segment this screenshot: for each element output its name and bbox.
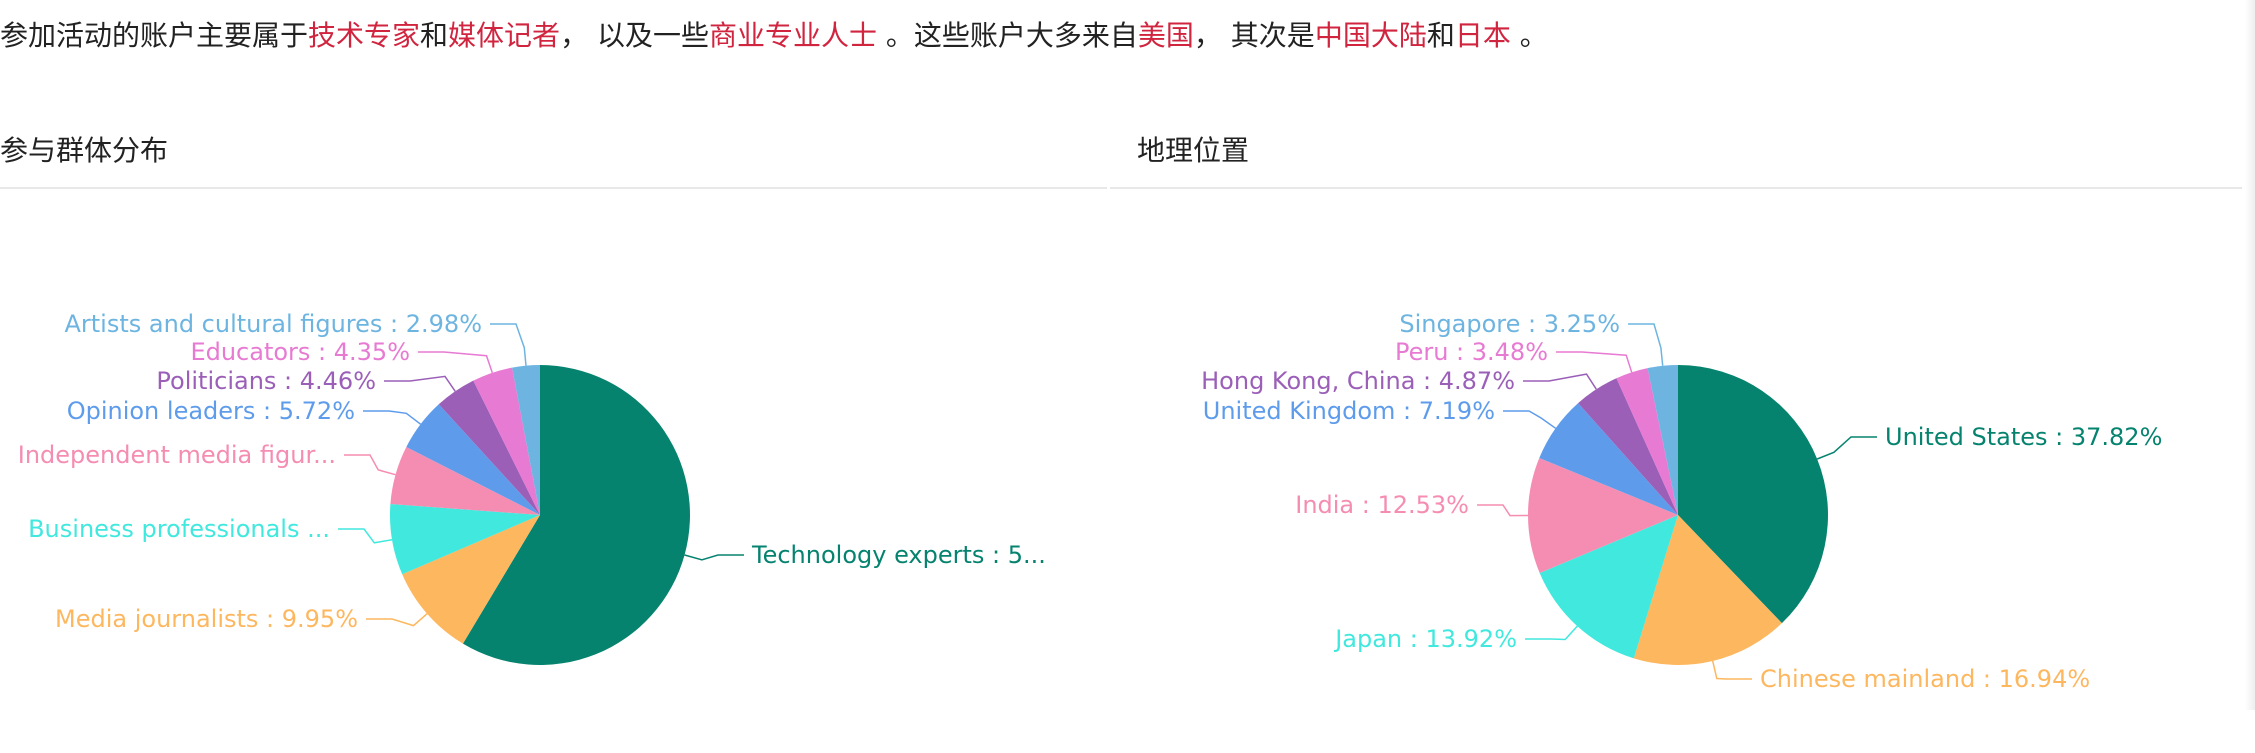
audience-panel-divider bbox=[0, 187, 1107, 189]
summary-text: 。 bbox=[1510, 19, 1548, 52]
pie-leader-line bbox=[1556, 351, 1633, 373]
summary-highlight: 日本 bbox=[1454, 19, 1511, 52]
scroll-edge-shadow-lower bbox=[2245, 220, 2255, 710]
pie-slice-label: Singapore : 3.25% bbox=[1399, 310, 1620, 338]
summary-highlight: 技术专家 bbox=[308, 19, 421, 52]
pie-slice-label: United States : 37.82% bbox=[1885, 423, 2162, 451]
pie-slice-label: Artists and cultural figures : 2.98% bbox=[64, 310, 482, 338]
summary-highlight: 中国大陆 bbox=[1314, 19, 1427, 52]
location-panel: 地理位置 United States : 37.82% Chinese mainl… bbox=[1110, 115, 2242, 753]
pie-slice[interactable] bbox=[406, 404, 540, 515]
pie-slice-label: Business professionals ... bbox=[28, 515, 330, 543]
pie-leader-line bbox=[490, 323, 527, 366]
pie-slice[interactable] bbox=[473, 367, 540, 515]
audience-panel-title: 参与群体分布 bbox=[0, 134, 169, 167]
pie-slice[interactable] bbox=[512, 365, 540, 515]
summary-text: 和 bbox=[420, 19, 449, 52]
pie-leader-line bbox=[338, 528, 393, 544]
location-panel-divider bbox=[1110, 187, 2242, 189]
pie-slice[interactable] bbox=[1647, 365, 1678, 515]
pie-slice[interactable] bbox=[390, 503, 540, 575]
pie-slice-label: Technology experts : 5... bbox=[751, 541, 1046, 569]
summary-text: 和 bbox=[1426, 19, 1455, 52]
summary-text: ， 其次是 bbox=[1193, 19, 1315, 52]
audience-pie-chart: Technology experts : 5... Media journalis… bbox=[18, 310, 1046, 666]
summary-highlight: 商业专业人士 bbox=[708, 19, 877, 52]
pie-slice-label: Hong Kong, China : 4.87% bbox=[1201, 367, 1515, 395]
pie-slice[interactable] bbox=[462, 365, 690, 666]
location-panel-title: 地理位置 bbox=[1137, 134, 1250, 167]
pie-slice[interactable] bbox=[1527, 457, 1678, 574]
summary-text: 。这些账户大多来自 bbox=[876, 19, 1138, 52]
pie-slice[interactable] bbox=[1578, 378, 1678, 515]
pie-leader-line bbox=[363, 410, 422, 425]
pie-slice[interactable] bbox=[1633, 515, 1782, 666]
pie-slice[interactable] bbox=[1539, 403, 1678, 515]
summary-highlight: 媒体记者 bbox=[448, 19, 561, 52]
pie-slice[interactable] bbox=[1678, 365, 1829, 624]
pie-leader-line bbox=[344, 454, 396, 476]
pie-slice-label: United Kingdom : 7.19% bbox=[1203, 397, 1495, 425]
pie-slice-label: India : 12.53% bbox=[1295, 491, 1469, 519]
pie-slice-label: Japan : 13.92% bbox=[1333, 625, 1517, 653]
location-pie-chart: United States : 37.82% Chinese mainland :… bbox=[1201, 310, 2162, 693]
pie-leader-line bbox=[1711, 660, 1752, 680]
pie-leader-line bbox=[418, 351, 494, 374]
summary-sentence: 参加活动的账户主要属于技术专家和媒体记者， 以及一些商业专业人士 。这些账户大多… bbox=[0, 18, 2255, 54]
pie-leader-line bbox=[1525, 625, 1578, 641]
pie-slice[interactable] bbox=[1539, 515, 1678, 659]
summary-highlight: 美国 bbox=[1137, 19, 1194, 52]
pie-leader-line bbox=[384, 375, 456, 392]
pie-slice-label: Peru : 3.48% bbox=[1395, 338, 1548, 366]
summary-text: 参加活动的账户主要属于 bbox=[0, 19, 309, 52]
pie-slice[interactable] bbox=[402, 515, 540, 644]
summary-text: ， 以及一些 bbox=[560, 19, 709, 52]
pie-leader-line bbox=[684, 554, 744, 561]
pie-slice-label: Educators : 4.35% bbox=[190, 338, 410, 366]
pie-slice-label: Independent media figur... bbox=[18, 441, 336, 469]
pie-slice-label: Politicians : 4.46% bbox=[156, 367, 376, 395]
pie-leader-line bbox=[1477, 504, 1529, 517]
audience-panel: 参与群体分布 Technology experts : 5... Media jo… bbox=[0, 115, 1107, 753]
pie-leader-line bbox=[1816, 436, 1877, 460]
scroll-edge-shadow bbox=[2245, 0, 2255, 320]
pie-slice-label: Chinese mainland : 16.94% bbox=[1760, 665, 2090, 693]
pie-slice-label: Media journalists : 9.95% bbox=[55, 605, 358, 633]
pie-slice[interactable] bbox=[438, 380, 540, 515]
pie-slice-label: Opinion leaders : 5.72% bbox=[67, 397, 355, 425]
pie-leader-line bbox=[1628, 323, 1664, 366]
pie-leader-line bbox=[1503, 410, 1557, 429]
pie-leader-line bbox=[366, 613, 428, 627]
pie-slice[interactable] bbox=[390, 446, 540, 515]
pie-slice[interactable] bbox=[1616, 368, 1678, 515]
pie-leader-line bbox=[1523, 373, 1597, 390]
